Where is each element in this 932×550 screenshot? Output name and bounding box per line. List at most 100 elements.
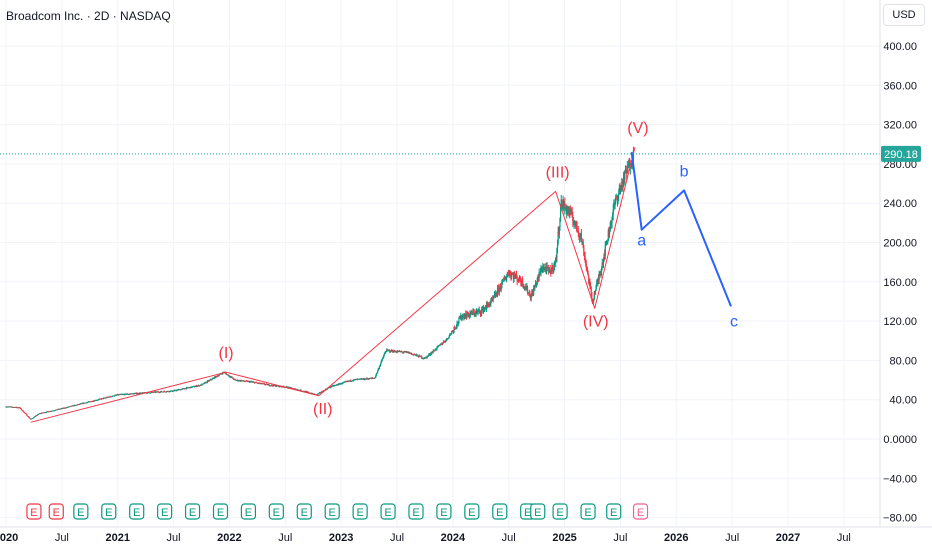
candle-body — [447, 338, 449, 340]
candle — [80, 403, 82, 405]
candle — [152, 391, 155, 394]
earnings-marker[interactable]: E — [352, 503, 368, 520]
candle — [569, 205, 571, 219]
candle — [118, 394, 120, 396]
candle-body — [372, 378, 374, 379]
candle — [623, 170, 625, 184]
candle-body — [156, 391, 158, 393]
earnings-marker[interactable]: E — [73, 503, 89, 520]
candle — [231, 377, 234, 379]
candle-body — [177, 389, 179, 391]
candle-body — [504, 278, 506, 280]
candle-body — [320, 392, 322, 394]
candle-body — [492, 297, 494, 300]
earnings-marker[interactable]: E — [464, 503, 480, 520]
candle — [339, 383, 341, 385]
candle-body — [276, 385, 278, 387]
candle-body — [6, 406, 8, 408]
candle-body — [602, 263, 604, 265]
candle-body — [362, 378, 365, 380]
candle — [250, 380, 253, 383]
correction-wave-line — [630, 151, 732, 307]
candle-body — [589, 281, 591, 287]
candle-body — [193, 386, 195, 388]
candle-body — [450, 333, 452, 335]
candle — [34, 416, 36, 418]
candle — [571, 206, 573, 218]
candle — [534, 280, 537, 287]
candle — [131, 393, 133, 395]
candle — [155, 391, 157, 393]
candle — [453, 326, 455, 334]
candle — [527, 292, 529, 296]
candle-body — [318, 393, 320, 394]
candle-body — [539, 272, 541, 275]
earnings-marker-label: E — [217, 507, 224, 519]
candle — [470, 311, 472, 318]
candle — [52, 410, 54, 412]
candle-body — [473, 312, 475, 315]
earnings-marker[interactable]: E — [324, 503, 340, 520]
candle-body — [161, 391, 163, 393]
earnings-marker[interactable]: E — [268, 503, 284, 520]
candle — [228, 374, 230, 377]
earnings-marker[interactable]: E — [296, 503, 312, 520]
candle — [96, 399, 98, 401]
earnings-marker[interactable]: E — [606, 503, 622, 520]
candle — [168, 391, 170, 393]
candle-body — [455, 327, 457, 329]
candle-body — [236, 379, 238, 381]
candle-body — [357, 378, 360, 380]
earnings-marker[interactable]: E — [580, 503, 596, 520]
earnings-marker[interactable]: E — [240, 503, 257, 520]
currency-button[interactable]: USD — [883, 4, 925, 26]
candle — [373, 377, 375, 380]
earnings-marker[interactable]: E — [129, 503, 145, 520]
earnings-marker[interactable]: E — [552, 503, 568, 520]
earnings-marker[interactable]: E — [48, 503, 64, 520]
candle-body — [277, 385, 279, 387]
candle — [190, 386, 193, 388]
candle — [246, 380, 248, 382]
candle-body — [134, 393, 136, 394]
earnings-marker[interactable]: E — [26, 503, 42, 520]
candle — [553, 262, 555, 273]
candle-body — [312, 393, 314, 394]
earnings-marker[interactable]: E — [380, 503, 396, 520]
candle-body — [387, 349, 389, 351]
earnings-marker[interactable]: E — [101, 503, 117, 520]
candle-body — [466, 311, 469, 315]
earnings-marker[interactable]: E — [184, 503, 201, 520]
candle — [569, 205, 571, 216]
candle-body — [173, 390, 175, 392]
earnings-marker[interactable]: E — [157, 503, 173, 520]
candle — [528, 291, 530, 294]
earnings-marker[interactable]: E — [436, 503, 452, 520]
candle-body — [613, 203, 616, 205]
candle — [316, 393, 319, 396]
candle — [130, 393, 133, 395]
candle — [175, 390, 177, 392]
earnings-marker[interactable]: E — [632, 503, 649, 520]
earnings-marker[interactable]: E — [408, 503, 424, 520]
earnings-marker-box — [380, 503, 396, 520]
candle — [553, 261, 556, 271]
candle-body — [129, 393, 131, 395]
earnings-marker[interactable]: E — [492, 503, 508, 520]
candle — [438, 344, 440, 346]
candle-body — [155, 391, 158, 393]
candle-body — [369, 377, 371, 379]
earnings-marker[interactable]: E — [530, 503, 546, 520]
candle — [577, 226, 579, 237]
candle — [107, 396, 109, 398]
earnings-marker[interactable]: E — [212, 503, 229, 520]
candle — [21, 409, 23, 411]
candle-body — [403, 352, 405, 353]
candle — [260, 383, 262, 385]
candle — [417, 355, 420, 358]
candle-body — [40, 413, 43, 414]
candle-body — [272, 385, 274, 387]
candle — [589, 278, 591, 290]
